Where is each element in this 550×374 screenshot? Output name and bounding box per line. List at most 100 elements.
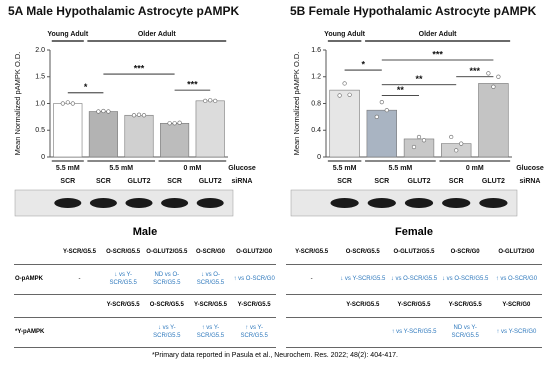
bar	[195, 100, 225, 158]
group-label: Young Adult	[47, 31, 88, 38]
data-point	[374, 114, 379, 119]
table-row: Y-SCR/G5.5 O-SCR/G5.5 O-GLUT2/G5.5 O-SCR/G0…	[14, 242, 276, 265]
data-point	[70, 101, 75, 106]
group-label: Older Adult	[138, 31, 177, 38]
glucose-axis-label: Glucose	[228, 165, 256, 172]
significance-label: **	[397, 85, 405, 95]
data-point	[177, 120, 182, 125]
group-label: Older Adult	[419, 31, 458, 38]
table-cell: Y-SCR/G5.5	[439, 294, 491, 318]
table-cell: O-GLUT2/G0	[232, 242, 276, 265]
table-cell: Y-SCR/G0	[490, 294, 542, 318]
data-point	[337, 93, 342, 98]
table-row: *Y-pAMPK ↓ vs Y-SCR/G5.5 ↑ vs Y-SCR/G5.5 ↑ …	[14, 317, 276, 348]
glucose-axis-label: Glucose	[516, 165, 544, 172]
table-cell: Y-SCR/G5.5	[337, 294, 389, 318]
table-cell	[101, 317, 145, 348]
x-tick-label: SCR	[60, 178, 75, 185]
y-axis-label: Mean Normalized pAMPK O.D.	[292, 52, 301, 156]
table-cell: O-SCR/G5.5	[337, 242, 389, 265]
table-cell	[14, 242, 58, 265]
significance-label: ***	[470, 66, 481, 76]
y-tick-label: 1.6	[311, 47, 321, 54]
table-cell: O-SCR/G5.5	[144, 294, 189, 318]
blot-band	[479, 198, 508, 208]
data-point	[131, 113, 137, 118]
table: Y-SCR/G5.5 O-SCR/G5.5 O-GLUT2/G5.5 O-SCR/G0…	[286, 242, 542, 348]
table-cell: Y-SCR/G5.5	[388, 294, 440, 318]
data-point	[101, 108, 106, 114]
significance-label: *	[361, 59, 365, 69]
x-tick-label: SCR	[449, 178, 464, 185]
bar	[329, 89, 360, 158]
table-cell: O-GLUT2/G0	[490, 242, 542, 265]
table-cell: ↑ vs O-SCR/G0	[232, 264, 276, 295]
data-point	[65, 100, 70, 105]
bar	[478, 83, 509, 158]
data-point	[416, 134, 422, 140]
table-row: - ↓ vs Y-SCR/G5.5 ↓ vs O-SCR/G5.5 ↓ vs O-SC…	[286, 264, 542, 295]
y-tick-label: 1.2	[311, 74, 321, 81]
table-cell: O-pAMPK	[14, 264, 58, 295]
table-row: O-pAMPK - ↓ vs Y-SCR/G5.5 ND vs O-SCR/G5.5 ↓…	[14, 264, 276, 295]
table-cell	[57, 317, 102, 348]
table-cell: O-GLUT2/G5.5	[388, 242, 440, 265]
blot	[14, 189, 234, 217]
x-tick-label: SCR	[337, 178, 352, 185]
male-table: Male Y-SCR/G5.5 O-SCR/G5.5 O-GLUT2/G5.5 O-S…	[14, 226, 276, 348]
chart-title: 5A Male Hypothalamic Astrocyte pAMPK	[8, 4, 239, 18]
glucose-label: 5.5 mM	[109, 165, 133, 172]
table-cell: Y-SCR/G5.5	[57, 242, 102, 265]
x-tick-label: SCR	[374, 178, 389, 185]
table-cell: ↓ vs Y-SCR/G5.5	[337, 264, 389, 295]
table-cell	[337, 317, 389, 348]
data-point	[167, 121, 172, 126]
y-tick-label: 2.0	[35, 47, 45, 54]
data-point	[208, 98, 213, 103]
data-point	[486, 71, 491, 76]
data-point	[384, 108, 389, 113]
bar	[366, 109, 397, 158]
blot-band	[404, 198, 434, 208]
data-point	[411, 144, 417, 150]
table-row: ↑ vs Y-SCR/G5.5 ND vs Y-SCR/G5.5 ↑ vs Y-SC…	[286, 317, 542, 348]
table-cell	[57, 294, 102, 318]
table-cell: Y-SCR/G5.5	[286, 242, 338, 265]
y-tick-label: 0	[41, 154, 45, 161]
glucose-label: 5.5 mM	[333, 165, 357, 172]
table-row: Y-SCR/G5.5 O-SCR/G5.5 O-GLUT2/G5.5 O-SCR/G0…	[286, 242, 542, 265]
y-axis-label: Mean Normalized pAMPK O.D.	[13, 52, 22, 156]
table-cell: ↑ vs Y-SCR/G0	[490, 317, 542, 348]
bar	[124, 114, 154, 158]
table-cell: ↓ vs Y-SCR/G5.5	[144, 317, 189, 348]
y-tick-label: 0.5	[35, 127, 45, 134]
table-row: Y-SCR/G5.5 Y-SCR/G5.5 Y-SCR/G5.5 Y-SCR/G0	[286, 294, 542, 318]
table-title: Male	[132, 226, 158, 238]
table-cell: -	[57, 264, 102, 295]
blot-band	[89, 198, 117, 208]
chart-title: 5B Female Hypothalamic Astrocyte pAMPK	[290, 4, 537, 18]
table-cell: *Y-pAMPK	[14, 317, 58, 348]
table-row: Y-SCR/G5.5 O-SCR/G5.5 Y-SCR/G5.5 Y-SCR/G5.5	[14, 294, 276, 318]
blot-band	[161, 198, 189, 208]
glucose-label: 0 mM	[183, 165, 201, 172]
table: Y-SCR/G5.5 O-SCR/G5.5 O-GLUT2/G5.5 O-SCR/G0…	[14, 242, 276, 348]
x-tick-label: GLUT2	[482, 178, 505, 185]
blot-band	[442, 198, 471, 208]
table-cell: ND vs Y-SCR/G5.5	[439, 317, 491, 348]
data-point	[454, 148, 459, 153]
category-label: siRNA	[519, 178, 540, 185]
data-point	[459, 141, 464, 146]
data-point	[203, 98, 208, 103]
table-cell: Y-SCR/G5.5	[232, 294, 276, 318]
data-point	[496, 74, 501, 79]
blot-band	[125, 198, 153, 208]
table-cell: ↑ vs Y-SCR/G5.5	[232, 317, 276, 348]
bar	[160, 122, 190, 158]
y-tick-label: 1.5	[35, 74, 45, 81]
blot-band	[54, 198, 82, 208]
y-tick-label: 0.8	[311, 100, 321, 107]
significance-label: ***	[432, 49, 443, 59]
significance-label: ***	[187, 80, 198, 90]
